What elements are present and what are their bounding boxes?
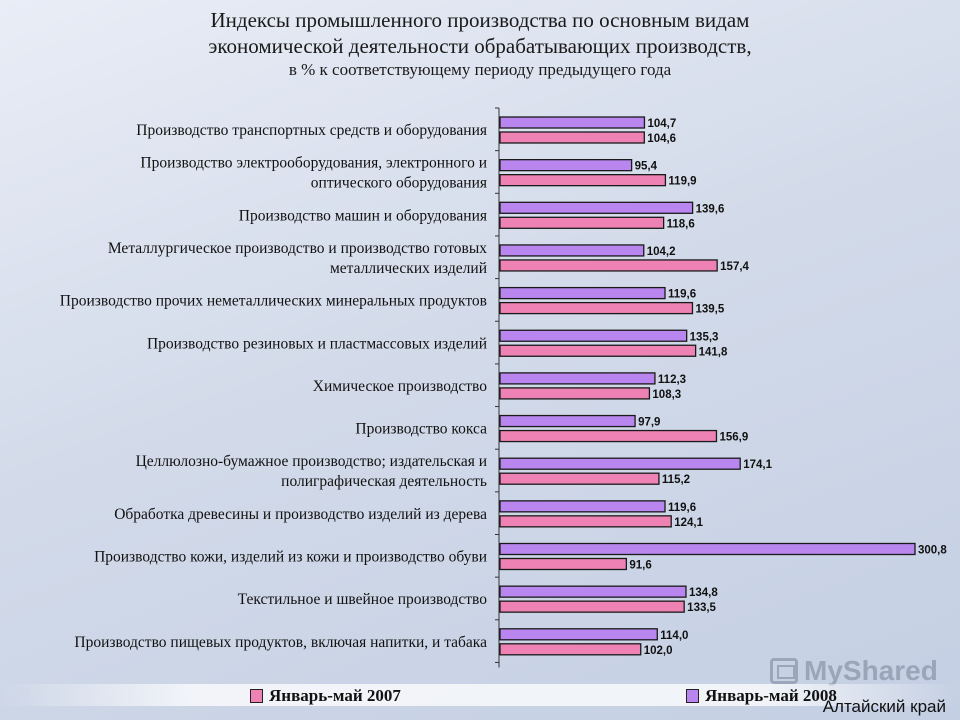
category-label: Производство электрооборудования, электр… [140,155,487,192]
data-label-2007: 133,5 [687,602,716,614]
bar-2008 [499,158,633,172]
bar-2007 [499,643,642,656]
data-label-2008: 104,7 [647,118,676,130]
bar-2008 [499,542,916,556]
bar-2007 [499,131,645,144]
data-label-2007: 141,8 [699,346,728,358]
category-label: Металлургическое производство и производ… [108,240,487,277]
bar-2008 [499,286,666,300]
legend-label-2007: Январь-май 2007 [269,686,401,705]
bar-2008 [499,500,666,513]
title-line-2: экономической деятельности обрабатывающи… [208,33,752,58]
data-label-2008: 95,4 [635,161,658,173]
category-label: Производство пищевых продуктов, включая … [74,634,487,651]
data-label-2008: 112,3 [658,374,686,386]
data-label-2008: 174,1 [743,459,772,471]
legend-label-2008: Январь-май 2008 [705,686,837,705]
data-label-2007: 124,1 [674,517,703,529]
bar-2007 [499,429,718,443]
category-label: Производство кокса [355,421,487,438]
bar-2008 [499,372,656,385]
data-label-2008: 119,6 [668,502,696,514]
data-label-2007: 102,0 [644,645,673,657]
bar-2008 [499,585,687,598]
category-label: Производство резиновых и пластмассовых и… [147,335,487,352]
data-label-2007: 157,4 [720,261,749,273]
data-label-2007: 115,2 [662,474,690,486]
bar-2007 [499,301,694,315]
bar-2008 [499,628,658,641]
bar-2007 [499,387,651,400]
bar-2007 [499,515,672,528]
bar-2008 [499,329,688,342]
category-label: Производство кожи, изделий из кожи и про… [94,549,487,566]
category-label: Производство прочих неметаллических мине… [60,293,487,310]
title-line-1: Индексы промышленного производства по ос… [210,8,750,32]
data-label-2007: 156,9 [719,432,748,444]
bar-2008 [499,201,694,214]
data-label-2008: 135,3 [690,331,719,343]
legend-swatch-2007 [250,689,263,703]
data-label-2008: 134,8 [689,587,718,599]
legend: Январь-май 2007 Январь-май 2008 [0,684,960,706]
title-line-3: в % к соответствующему периоду предыдуще… [288,60,672,80]
bar-2007 [499,472,660,485]
category-label: Целлюлозно-бумажное производство; издате… [136,453,487,490]
legend-item-2008: Январь-май 2008 [686,686,837,706]
category-label: Обработка древесины и производство издел… [114,506,487,523]
bar-2007 [499,600,685,613]
bar-2007 [499,557,628,571]
data-label-2008: 97,9 [638,417,660,429]
data-label-2007: 91,6 [629,560,651,572]
data-label-2008: 104,2 [647,246,676,258]
watermark: MyShared [770,655,938,687]
bar-2007 [499,216,665,229]
watermark-text: MyShared [804,655,938,686]
bar-2008 [499,244,645,257]
data-label-2008: 119,6 [668,289,696,301]
bar-2007 [499,344,697,357]
bar-2007 [499,173,667,187]
category-label: Производство транспортных средств и обор… [136,122,487,139]
data-label-2008: 300,8 [918,545,947,557]
legend-swatch-2008 [686,689,699,703]
bar-2008 [499,457,741,470]
category-label: Производство машин и оборудования [239,207,487,224]
bar-2008 [499,116,646,129]
myshared-logo-icon [770,658,798,684]
data-label-2008: 114,0 [660,630,688,642]
data-label-2007: 139,5 [695,304,724,316]
category-label: Химическое производство [313,378,487,395]
data-label-2007: 118,6 [667,218,695,230]
chart-title: Индексы промышленного производства по ос… [0,8,960,81]
data-label-2007: 104,6 [647,133,676,145]
legend-item-2007: Январь-май 2007 [250,686,401,706]
region-label: Алтайский край [822,697,946,716]
data-label-2007: 119,9 [668,176,696,188]
bar-2007 [499,259,718,272]
data-label-2008: 139,6 [696,203,725,215]
bar-2008 [499,414,636,428]
data-label-2007: 108,3 [652,389,681,401]
category-label: Текстильное и швейное производство [238,591,488,608]
